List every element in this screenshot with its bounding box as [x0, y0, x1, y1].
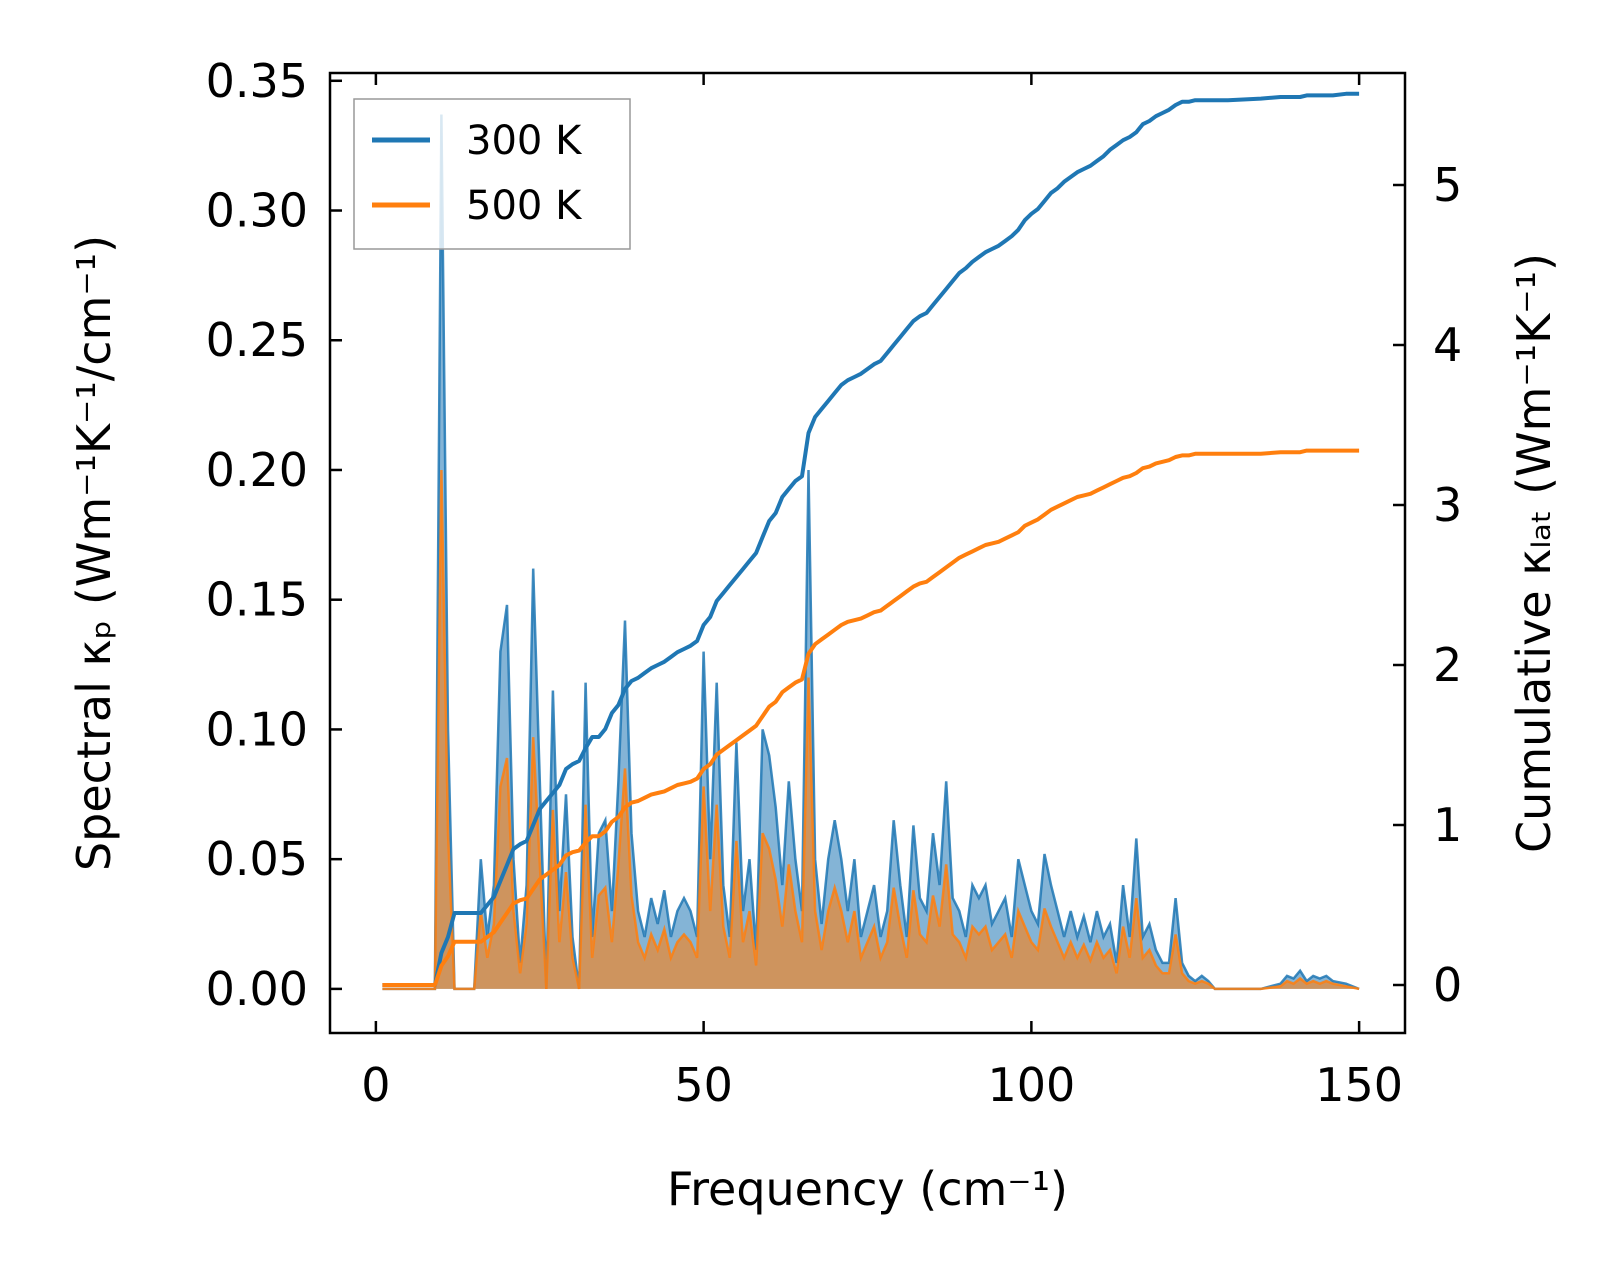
spectral-line-500k	[382, 469, 1360, 991]
series-layer	[382, 91, 1360, 991]
spectral-area-300k	[382, 114, 1360, 989]
legend-label: 500 K	[466, 183, 583, 229]
y-tick-label-left: 0.00	[206, 962, 308, 1016]
y-tick-label-right: 3	[1433, 478, 1462, 532]
y-tick-label-right: 2	[1433, 638, 1462, 692]
y-axis-label-left: Spectral κₚ (Wm⁻¹K⁻¹/cm⁻¹)	[67, 235, 121, 871]
x-tick-label: 150	[1315, 1058, 1403, 1112]
legend-box	[353, 98, 631, 250]
y-tick-label-left: 0.25	[206, 313, 308, 367]
cumulative-line-500k	[382, 448, 1360, 987]
axes-layer: 0 50 100 1500.000.050.100.150.200.250.300.3…	[206, 54, 1463, 1112]
y-tick-label-left: 0.20	[206, 443, 308, 497]
spectral-area-500k	[382, 470, 1360, 989]
cumulative-line-300k	[382, 91, 1360, 987]
y-tick-label-left: 0.30	[206, 184, 308, 238]
legend: 300 K 500 K	[353, 98, 631, 250]
legend-label: 300 K	[466, 118, 583, 164]
x-axis-label: Frequency (cm⁻¹)	[667, 1162, 1068, 1216]
y-tick-label-right: 5	[1433, 158, 1462, 212]
plot-frame	[328, 71, 1407, 1035]
y-tick-label-left: 0.35	[206, 54, 308, 108]
y-axis-label-right: Cumulative κₗₐₜ (Wm⁻¹K⁻¹)	[1507, 253, 1561, 853]
y-tick-label-left: 0.05	[206, 832, 308, 886]
y-tick-label-left: 0.10	[206, 702, 308, 756]
y-tick-label-right: 0	[1433, 958, 1462, 1012]
x-tick-label: 0	[361, 1058, 390, 1112]
y-tick-label-right: 4	[1433, 318, 1462, 372]
y-tick-label-right: 1	[1433, 798, 1462, 852]
y-tick-label-left: 0.15	[206, 573, 308, 627]
x-tick-label: 100	[987, 1058, 1075, 1112]
x-tick-label: 50	[674, 1058, 733, 1112]
